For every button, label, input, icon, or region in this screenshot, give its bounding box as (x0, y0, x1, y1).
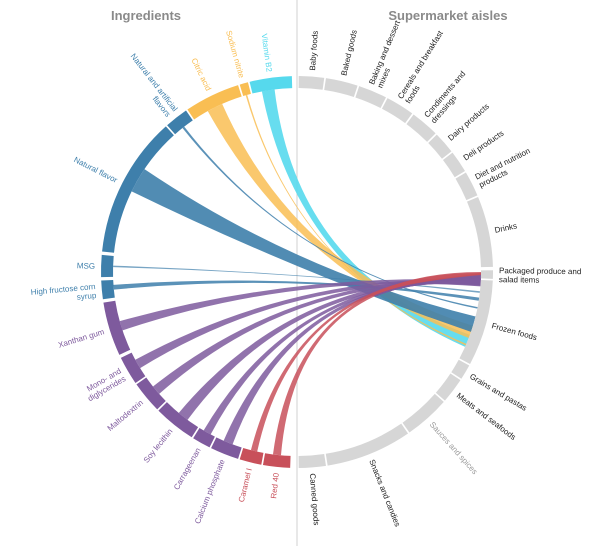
ingredient-arc-xanthan-gum (103, 300, 131, 355)
ingredient-arc-msg (101, 254, 114, 278)
aisle-arc-condiments-and-dressings (406, 114, 436, 142)
ingredient-label-carrageenan: Carrageenan (172, 446, 203, 491)
aisle-arc-diet-and-nutrition-products (455, 172, 478, 201)
chords-layer (113, 89, 482, 456)
ingredient-label-caramel-i: Caramel I (237, 467, 254, 503)
ingredient-label-red-40: Red 40 (269, 472, 281, 499)
aisle-arc-canned-goods (298, 453, 326, 468)
aisle-arc-drinks (466, 196, 493, 268)
ingredient-arc-maltodextrin (136, 377, 166, 410)
ingredient-label-maltodextrin: Maltodextrin (106, 398, 145, 433)
aisle-arc-dairy-products (428, 134, 452, 159)
ingredient-label-high-fructose-corn-syrup: High fructose cornsyrup (30, 282, 97, 306)
aisle-label-baking-and-dessert-mixes: Baking and dessertmixes (367, 19, 410, 90)
aisles-title: Supermarket aisles (388, 8, 507, 23)
chord-calcium-phosphate (223, 276, 481, 445)
aisle-arc-frozen-foods (459, 280, 493, 365)
aisle-label-diet-and-nutrition-products: Diet and nutritionproducts (474, 146, 536, 189)
arcs-layer (101, 76, 493, 468)
aisle-label-canned-goods: Canned goods (308, 473, 321, 526)
aisle-arc-baby-foods (298, 76, 325, 90)
aisle-label-sauces-and-spices: Sauces and spices (428, 420, 479, 476)
aisle-arc-meats-and-seafoods (435, 373, 461, 401)
ingredient-label-msg: MSG (77, 261, 96, 271)
ingredient-label-citric-acid: Citric acid (189, 57, 212, 93)
ingredient-arc-calcium-phosphate (211, 437, 242, 459)
ingredient-arc-natural-flavor (102, 126, 174, 253)
ingredient-arc-caramel-i (239, 447, 264, 465)
ingredient-arc-vitamin-b2 (249, 76, 293, 94)
chord-xanthan-gum (119, 279, 481, 331)
aisle-arc-sauces-and-spices (402, 393, 444, 433)
ingredient-arc-soy-lecithin (158, 402, 199, 438)
ingredient-arc-high-fructose-corn-syrup (101, 280, 115, 300)
ingredient-label-soy-lecithin: Soy lecithin (142, 427, 175, 465)
chord-high-fructose-corn-syrup (113, 280, 480, 301)
ingredient-arc-sodium-nitrite (239, 82, 251, 97)
aisle-label-deli-products: Deli products (462, 129, 506, 163)
aisle-arc-baking-and-dessert-mixes (355, 86, 386, 109)
aisle-label-drinks: Drinks (494, 221, 518, 235)
chord-red-40 (272, 272, 481, 456)
ingredient-label-sodium-nitrite: Sodium nitrite (224, 29, 246, 79)
aisle-label-dairy-products: Dairy products (446, 102, 491, 143)
ingredient-arc-red-40 (262, 453, 291, 468)
ingredient-label-mono-and-diglycerides: Mono- anddiglycerides (82, 366, 128, 403)
chord-mono-and-diglycerides (135, 279, 481, 369)
aisle-label-frozen-foods: Frozen foods (491, 321, 538, 342)
ingredient-arc-citric-acid (187, 85, 242, 120)
aisle-arc-grains-and-pastas (451, 359, 470, 379)
labels-layer: Baby foods Baked goods Baking and dessertm… (30, 19, 581, 528)
ingredient-arc-mono-and-diglycerides (120, 352, 146, 384)
chord-maltodextrin (153, 278, 481, 394)
aisle-label-snacks-and-candies: Snacks and candies (367, 458, 402, 528)
aisle-label-baked-goods: Baked goods (339, 29, 358, 77)
ingredient-label-xanthan-gum: Xanthan gum (57, 327, 105, 350)
ingredient-arc-carrageenan (193, 428, 215, 448)
ingredient-arc-natural-and-artificial-flavors (167, 110, 193, 135)
aisle-arc-baked-goods (324, 78, 358, 98)
aisle-arc-packaged-produce-and-salad-items (480, 270, 493, 279)
ingredient-label-natural-flavor: Natural flavor (72, 155, 119, 185)
aisle-arc-snacks-and-candies (325, 423, 409, 466)
ingredient-label-vitamin-b2: Vitamin B2 (260, 33, 274, 73)
aisle-label-condiments-and-dressings: Condiments anddressings (422, 69, 474, 125)
aisle-label-baby-foods: Baby foods (308, 30, 320, 71)
ingredients-title: Ingredients (111, 8, 181, 23)
aisle-arc-deli-products (442, 152, 466, 178)
ingredient-label-natural-and-artificial-flavors: Natural and artificialflavors (122, 52, 180, 119)
chord-strand (374, 278, 481, 297)
aisle-arc-cereals-and-breakfast-foods (381, 98, 413, 124)
ingredient-label-calcium-phosphate: Calcium phosphate (193, 458, 227, 525)
aisle-label-packaged-produce-and-salad-items: Packaged produce andsalad items (499, 266, 582, 285)
chord-msg (113, 265, 480, 293)
